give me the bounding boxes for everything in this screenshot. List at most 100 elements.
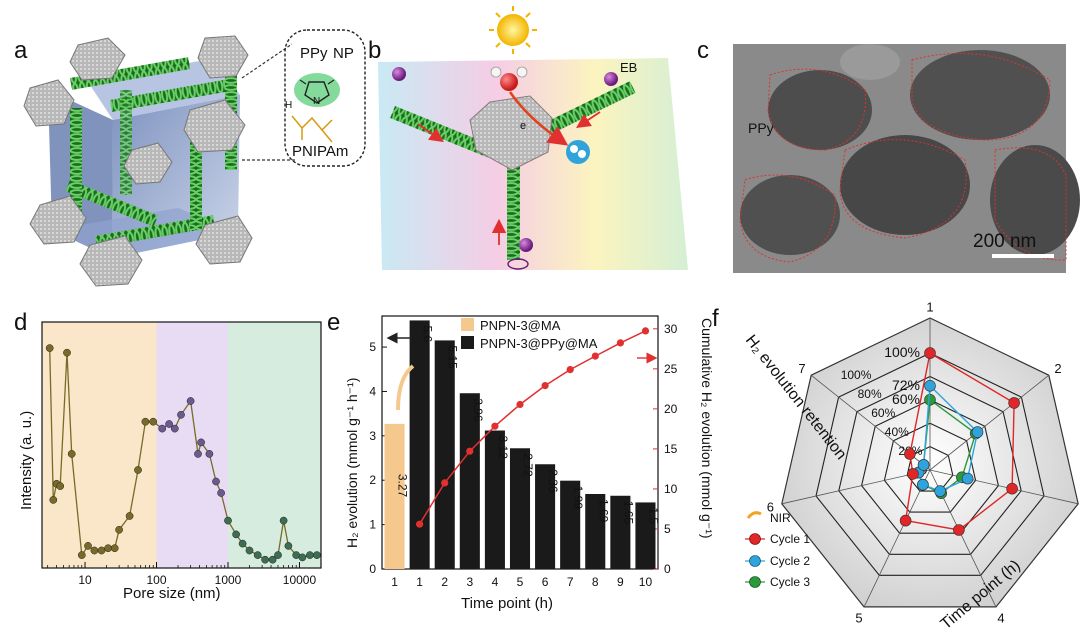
cumulative-point (416, 520, 424, 528)
ppy-label: PPy (748, 120, 774, 136)
radar-axis-label: 5 (855, 610, 862, 625)
legend-marker-cycle2 (749, 555, 761, 567)
cumulative-point (516, 400, 524, 409)
cumulative-point (441, 479, 449, 487)
pore-point (279, 516, 288, 525)
radar-ring (838, 375, 1022, 555)
cumulative-point (566, 366, 574, 374)
plot-e-xtick-label: 9 (617, 575, 624, 589)
panel-a-label: a (14, 37, 28, 64)
radar-grid: 020%40%60%80%100% (781, 317, 1079, 608)
pore-point (84, 542, 92, 550)
plot-e-ytick-label: 0 (369, 562, 376, 576)
pore-point (45, 344, 54, 352)
plot-d-xtick-label: 100 (147, 573, 167, 587)
plot-e-xaxis: 1 1 2 3 4 5 6 7 8 9 10 (391, 575, 652, 589)
legend-nir: NIR (770, 511, 791, 525)
radar-radial-tick-label: 40% (885, 425, 909, 439)
pore-size-ranges (42, 322, 321, 568)
radar-radial-tick-label: 80% (858, 387, 882, 401)
h2-bar-value: 2.72 (521, 453, 535, 477)
pore-point (245, 546, 254, 555)
plot-e-xtick-label: 2 (441, 575, 448, 589)
radar-annotation: 100% (884, 344, 920, 360)
pore-point (158, 424, 167, 433)
plot-e-ytick-label: 4 (369, 384, 376, 398)
radar-radial-tick-label: 100% (841, 368, 872, 382)
nanoparticle-polyhedron (469, 95, 553, 171)
cube-illustration (23, 35, 253, 287)
pore-point (104, 544, 112, 553)
plot-e-y2tick-label: 30 (664, 322, 678, 336)
pore-point (49, 496, 58, 504)
panel-b: b e (368, 6, 688, 270)
h2-bar-value: 1.5 (646, 507, 660, 524)
radar-axis-label: 2 (1054, 361, 1061, 376)
legend-marker-cycle1 (749, 533, 761, 545)
h2-bar (484, 430, 505, 569)
plot-e-xtick-label: 7 (567, 575, 574, 589)
radar-radial-tick-label: 60% (871, 406, 895, 420)
h2-bar-value: 3.27 (396, 474, 410, 498)
pore-point (197, 438, 205, 447)
plot-d-xtick-label: 1000 (215, 573, 242, 587)
plot-e-y2tick-label: 10 (664, 482, 678, 496)
pore-point (90, 546, 99, 555)
cumulative-point (591, 352, 599, 360)
pore-point (261, 555, 269, 564)
hydrogen-bubble-icon (566, 140, 590, 164)
panel-d-label: d (14, 309, 27, 336)
pore-point (224, 516, 232, 525)
pore-point (268, 555, 277, 564)
legend-cycle3: Cycle 3 (770, 575, 810, 589)
plot-d-frame (41, 321, 322, 569)
panel-e-label: e (327, 309, 340, 336)
pore-point (77, 551, 86, 559)
radar-annotation: 72% (892, 377, 920, 393)
plot-e-ytick-label: 2 (369, 473, 376, 487)
pore-point (63, 348, 71, 357)
pore-point (67, 450, 76, 458)
h2-bar-value: 5.6 (421, 325, 435, 342)
pore-point (274, 551, 282, 559)
nipam-h-label: H (285, 100, 292, 111)
radar-spoke (781, 469, 931, 505)
radar-point (1008, 397, 1020, 409)
plot-e-right-axis: 0 5 10 15 20 25 30 (653, 322, 678, 576)
sem-micrograph (733, 44, 1080, 273)
radar-point (917, 478, 929, 491)
pore-range-band-2 (156, 322, 228, 568)
callout-pnipam-label: PNIPAm (292, 143, 348, 160)
panel-c: c PPy 200 nm (697, 37, 1080, 273)
plot-e-y2tick-label: 20 (664, 402, 678, 416)
electron-arrow-right (576, 111, 601, 128)
plot-e-left-axis: 0 1 2 3 4 5 (369, 340, 387, 576)
pore-point (125, 512, 134, 520)
plot-e-legend: PNPN-3@MA PNPN-3@PPy@MA (461, 318, 598, 351)
radar-point (907, 468, 919, 480)
scale-bar-label: 200 nm (973, 231, 1036, 252)
plot-e-ylabel: H₂ evolution (mmol g⁻¹ h⁻¹) (344, 378, 360, 548)
legend-cycle2: Cycle 2 (770, 554, 810, 568)
pore-distribution-points (45, 344, 321, 564)
panel-d: d 10 100 1000 10000 Pore size (nm) Intensit… (14, 309, 322, 602)
nipam-structure-icon: H (285, 100, 333, 143)
h2-bar (610, 495, 631, 569)
radar-axis-label: 4 (997, 610, 1004, 625)
radar-spoke (929, 374, 1050, 471)
scale-bar (992, 254, 1054, 258)
plot-e-xtick-label: 6 (542, 575, 549, 589)
radar-spoke (929, 469, 1079, 505)
plot-e-xtick-label: 3 (466, 575, 473, 589)
h2-bar (509, 448, 531, 569)
plot-e-y2tick-label: 0 (664, 562, 671, 576)
radar-point (924, 379, 936, 392)
legend-label-ppy: PNPN-3@PPy@MA (480, 336, 598, 351)
plot-d-xaxis: 10 100 1000 10000 (47, 562, 322, 587)
cumulative-point (541, 382, 549, 390)
pore-point (165, 420, 173, 428)
legend-swatch-ma (461, 318, 474, 331)
light-backdrop (378, 58, 688, 270)
